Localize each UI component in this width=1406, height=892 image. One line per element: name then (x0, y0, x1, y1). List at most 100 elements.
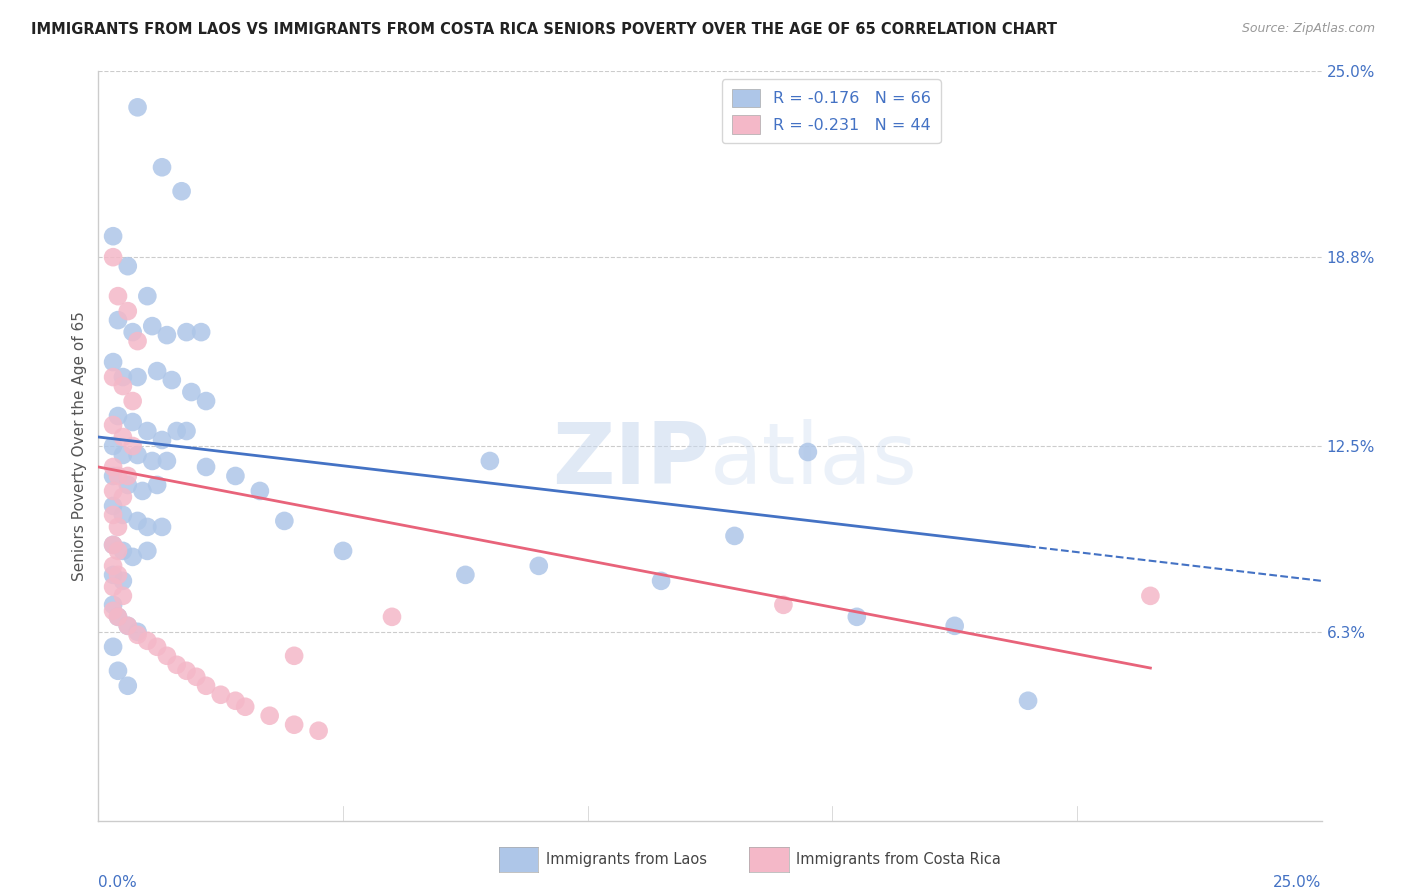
Point (101, 558, 124, 573)
Point (117, 304, 139, 318)
Text: Source: ZipAtlas.com: Source: ZipAtlas.com (1241, 22, 1375, 36)
Point (195, 394, 218, 409)
Point (650, 574, 672, 588)
Point (146, 640, 169, 654)
Point (454, 567, 477, 582)
Point (107, 520, 129, 534)
Point (101, 483, 124, 498)
Y-axis label: Seniors Poverty Over the Age of 65: Seniors Poverty Over the Age of 65 (72, 311, 87, 581)
Point (111, 370, 134, 384)
Point (111, 544, 134, 558)
Point (127, 628, 149, 642)
Text: ZIP: ZIP (553, 419, 710, 502)
Point (121, 394, 143, 409)
Point (156, 328, 179, 343)
Point (190, 325, 212, 339)
Point (101, 469, 124, 483)
Text: 25.0%: 25.0% (1274, 874, 1322, 889)
Point (127, 624, 149, 639)
Point (117, 469, 139, 483)
Point (127, 514, 149, 528)
Point (107, 610, 129, 624)
Point (111, 490, 134, 504)
Point (283, 717, 305, 731)
Point (136, 289, 159, 303)
Point (283, 648, 305, 663)
Point (723, 529, 745, 543)
Point (249, 483, 271, 498)
Point (101, 598, 124, 612)
Point (224, 694, 246, 708)
Point (195, 679, 218, 693)
Point (107, 469, 129, 483)
Point (127, 100, 149, 114)
Point (121, 549, 143, 564)
Point (101, 604, 124, 618)
Point (1017, 694, 1039, 708)
Point (176, 325, 198, 339)
Point (160, 373, 183, 387)
Point (180, 385, 202, 400)
Point (150, 433, 173, 447)
Point (170, 184, 193, 198)
Point (141, 454, 163, 468)
Point (308, 723, 330, 738)
Point (127, 370, 149, 384)
Point (131, 483, 153, 498)
Point (943, 619, 966, 633)
Point (146, 478, 169, 492)
Point (111, 430, 134, 444)
Text: IMMIGRANTS FROM LAOS VS IMMIGRANTS FROM COSTA RICA SENIORS POVERTY OVER THE AGE : IMMIGRANTS FROM LAOS VS IMMIGRANTS FROM … (31, 22, 1057, 37)
Text: 0.0%: 0.0% (98, 874, 138, 889)
Point (101, 580, 124, 594)
Point (101, 460, 124, 475)
Point (107, 664, 129, 678)
Point (195, 460, 218, 475)
Point (146, 364, 169, 378)
Point (166, 657, 188, 672)
Text: Immigrants from Laos: Immigrants from Laos (546, 853, 707, 867)
Point (117, 679, 139, 693)
Point (121, 439, 143, 453)
Point (111, 574, 134, 588)
Point (772, 598, 794, 612)
Point (101, 370, 124, 384)
Point (107, 313, 129, 327)
Point (107, 409, 129, 423)
Point (332, 544, 354, 558)
Point (101, 508, 124, 522)
Point (107, 289, 129, 303)
Text: Immigrants from Costa Rica: Immigrants from Costa Rica (796, 853, 1001, 867)
Point (136, 633, 159, 648)
Point (527, 558, 550, 573)
Point (117, 619, 139, 633)
Point (101, 538, 124, 552)
Point (127, 448, 149, 462)
Point (117, 259, 139, 273)
Point (111, 448, 134, 462)
Point (381, 610, 404, 624)
Text: atlas: atlas (710, 419, 918, 502)
Point (101, 640, 124, 654)
Point (127, 334, 149, 348)
Point (1139, 589, 1161, 603)
Point (150, 161, 173, 175)
Point (117, 478, 139, 492)
Point (111, 379, 134, 393)
Point (224, 469, 246, 483)
Point (273, 514, 295, 528)
Point (101, 439, 124, 453)
Point (101, 567, 124, 582)
Point (101, 229, 124, 244)
Point (101, 355, 124, 369)
Point (117, 619, 139, 633)
Point (101, 538, 124, 552)
Point (176, 664, 198, 678)
Point (121, 415, 143, 429)
Point (101, 417, 124, 432)
Point (156, 454, 179, 468)
Point (121, 325, 143, 339)
Point (233, 699, 256, 714)
Legend: R = -0.176   N = 66, R = -0.231   N = 44: R = -0.176 N = 66, R = -0.231 N = 44 (723, 79, 941, 144)
Point (107, 567, 129, 582)
